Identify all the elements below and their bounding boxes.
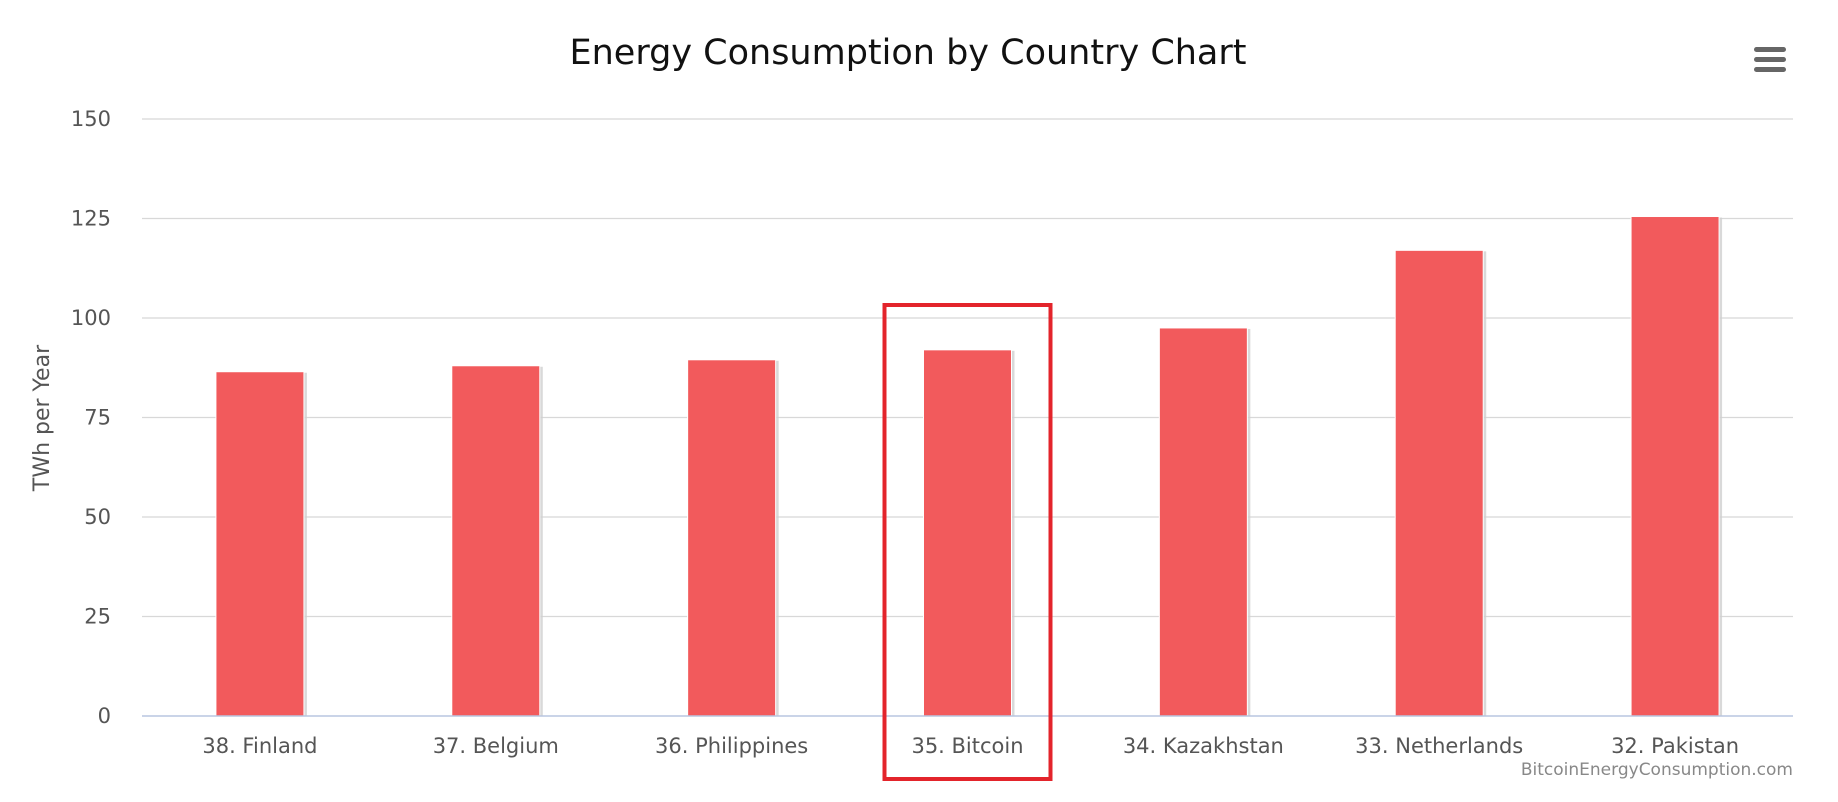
x-tick-label: 36. Philippines (655, 734, 808, 758)
chart-menu-button[interactable] (1744, 40, 1792, 80)
x-tick-label: 34. Kazakhstan (1123, 734, 1284, 758)
bar-group-item[interactable] (451, 365, 543, 717)
y-tick-label: 25 (84, 605, 111, 629)
y-tick-label: 100 (71, 306, 111, 330)
y-tick-label: 0 (98, 704, 111, 728)
bar[interactable] (1394, 249, 1484, 717)
y-axis-ticks: 0 25 50 75 100 125 150 (71, 107, 111, 728)
bar[interactable] (1630, 216, 1720, 717)
bar[interactable] (215, 371, 305, 717)
bars (215, 216, 1723, 717)
y-tick-label: 75 (84, 406, 111, 430)
hamburger-menu-icon (1754, 47, 1786, 72)
x-tick-label: 35. Bitcoin (911, 734, 1023, 758)
chart-title: Energy Consumption by Country Chart (570, 33, 1247, 73)
bar-group-item[interactable] (687, 359, 779, 717)
bar-group-item[interactable] (1158, 327, 1251, 717)
y-tick-label: 125 (71, 207, 111, 231)
bar-group-item[interactable] (923, 349, 1015, 717)
bar[interactable] (1158, 327, 1248, 717)
y-axis-title: TWh per Year (30, 344, 55, 492)
x-axis-ticks: 38. Finland 37. Belgium 36. Philippines 35.… (202, 734, 1739, 758)
bar[interactable] (451, 365, 541, 717)
bar-group-item[interactable] (1630, 216, 1723, 717)
bar-group-item[interactable] (1394, 249, 1487, 717)
x-tick-label: 33. Netherlands (1355, 734, 1523, 758)
bar-group-item[interactable] (215, 371, 307, 717)
bar[interactable] (687, 359, 777, 717)
highlight-box (882, 303, 1053, 781)
x-tick-label: 37. Belgium (433, 734, 559, 758)
bar[interactable] (923, 349, 1012, 717)
y-tick-label: 50 (84, 505, 111, 529)
x-tick-label: 38. Finland (202, 734, 317, 758)
credits[interactable]: BitcoinEnergyConsumption.com (1521, 760, 1793, 780)
y-tick-label: 150 (71, 107, 111, 131)
x-tick-label: 32. Pakistan (1611, 734, 1739, 758)
